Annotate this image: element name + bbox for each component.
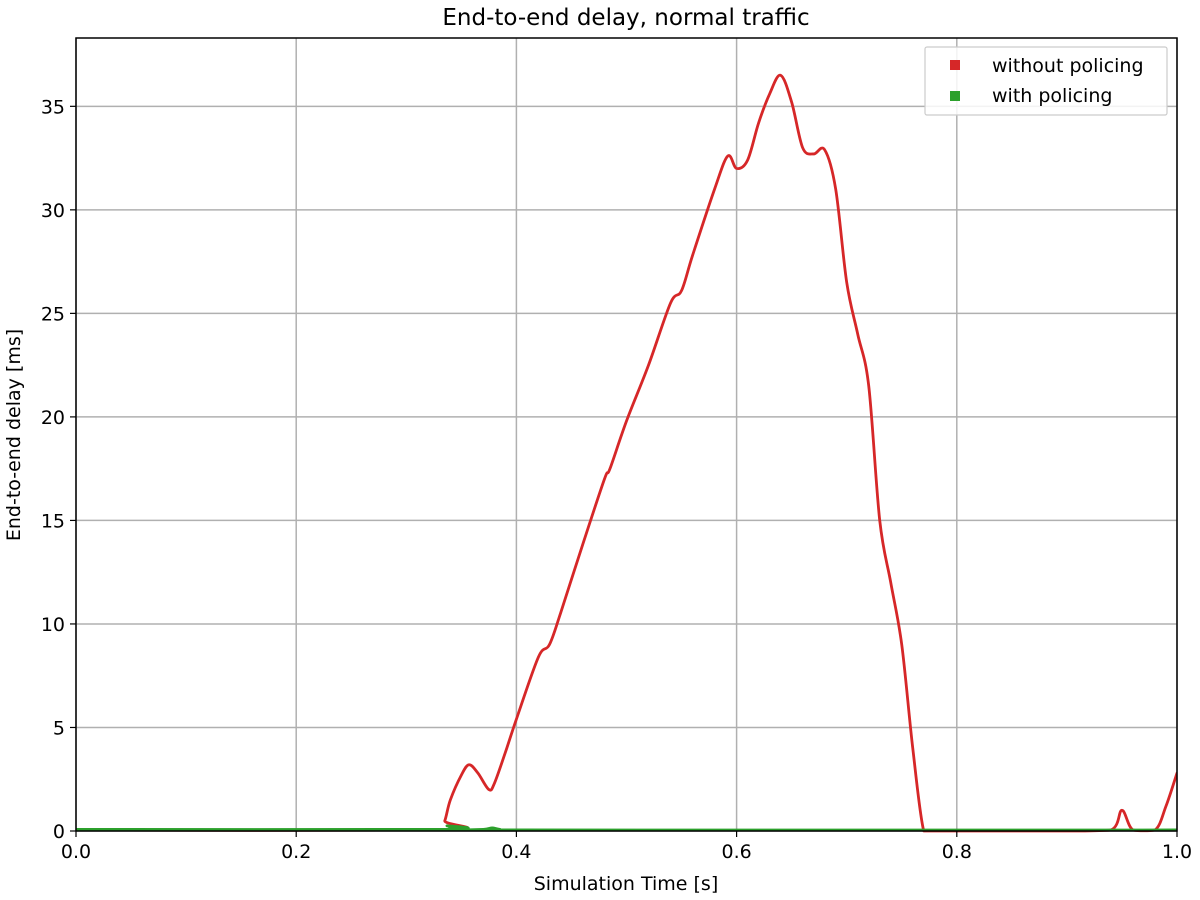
series-line-with-policing	[76, 824, 1177, 832]
chart-title: End-to-end delay, normal traffic	[442, 5, 809, 31]
x-tick-label: 0.8	[942, 841, 972, 863]
legend-box	[924, 46, 1168, 116]
x-tick-label: 0.4	[501, 841, 531, 863]
y-axis-title: End-to-end delay [ms]	[3, 329, 25, 541]
x-tick-label: 0.6	[721, 841, 751, 863]
legend: without policing with policing	[924, 46, 1168, 116]
y-tick-label: 10	[41, 614, 65, 636]
x-tick-label: 0.0	[61, 841, 91, 863]
legend-label-without-policing: without policing	[992, 55, 1144, 77]
y-tick-label: 25	[41, 303, 65, 325]
y-tick-label: 15	[41, 510, 65, 532]
axis-ticks: 0.0 0.2 0.4 0.6 0.8 1.0 0 5 10 15 20 25 30 35	[41, 96, 1192, 863]
y-tick-label: 5	[53, 717, 65, 739]
legend-label-with-policing: with policing	[992, 85, 1112, 107]
legend-swatch-without-policing	[950, 60, 960, 70]
legend-swatch-with-policing	[950, 91, 960, 101]
x-axis-title: Simulation Time [s]	[534, 873, 719, 895]
y-tick-label: 35	[41, 96, 65, 118]
plot-frame	[75, 37, 1178, 832]
x-tick-label: 0.2	[281, 841, 311, 863]
y-tick-label: 20	[41, 407, 65, 429]
y-tick-label: 0	[53, 821, 65, 843]
y-tick-label: 30	[41, 200, 65, 222]
x-tick-label: 1.0	[1162, 841, 1192, 863]
